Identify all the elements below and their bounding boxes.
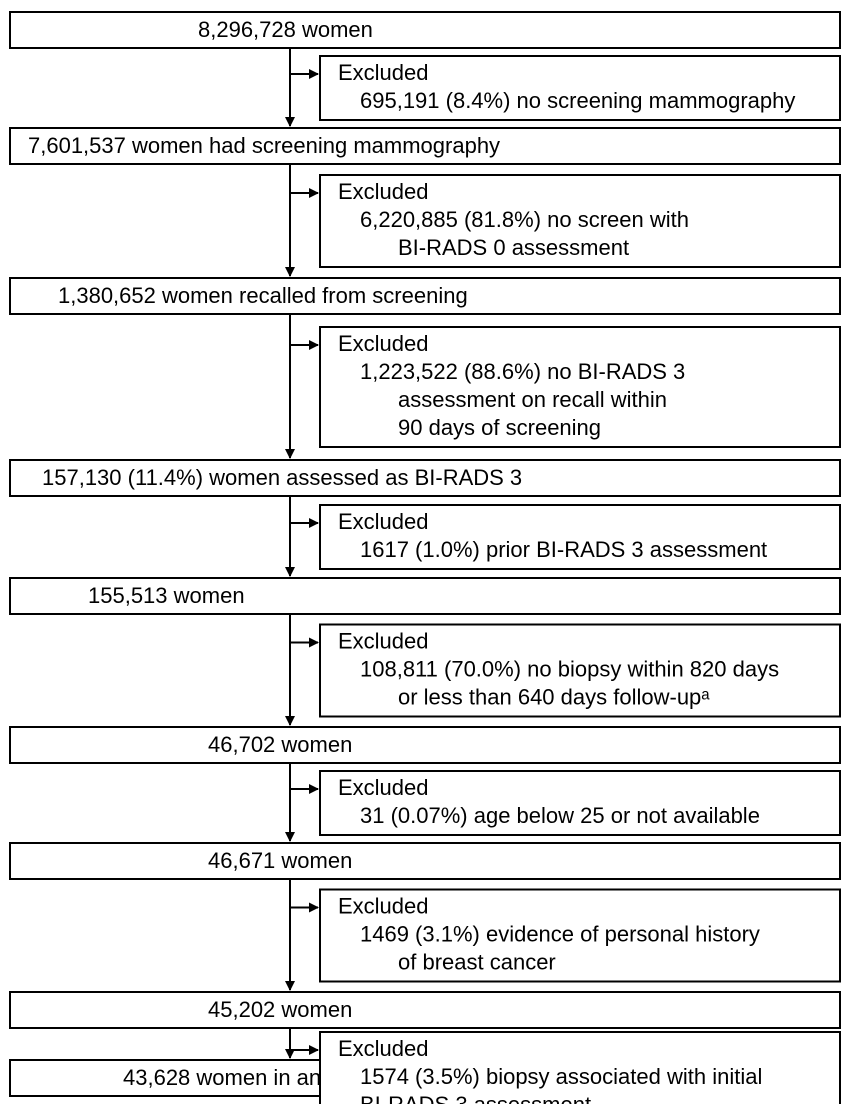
n4-label: 155,513 women bbox=[88, 583, 245, 608]
svg-text:157,130 (11.4%) women assessed: 157,130 (11.4%) women assessed as BI-RAD… bbox=[42, 465, 522, 490]
svg-text:BI-RADS 3 assessment: BI-RADS 3 assessment bbox=[360, 1092, 591, 1104]
n1-label: 7,601,537 women had screening mammograph… bbox=[28, 133, 500, 158]
n5 bbox=[10, 727, 840, 763]
svg-text:6,220,885 (81.8%) no screen wi: 6,220,885 (81.8%) no screen with bbox=[360, 207, 689, 232]
svg-text:BI-RADS 0 assessment: BI-RADS 0 assessment bbox=[398, 235, 629, 260]
svg-text:1,223,522 (88.6%) no BI-RADS 3: 1,223,522 (88.6%) no BI-RADS 3 bbox=[360, 359, 685, 384]
svg-text:assessment on recall within: assessment on recall within bbox=[398, 387, 667, 412]
svg-text:1617 (1.0%) prior BI-RADS 3 as: 1617 (1.0%) prior BI-RADS 3 assessment bbox=[360, 537, 767, 562]
n5-label: 46,702 women bbox=[208, 732, 352, 757]
n6 bbox=[10, 843, 840, 879]
svg-text:695,191 (8.4%) no screening ma: 695,191 (8.4%) no screening mammography bbox=[360, 88, 795, 113]
svg-text:7,601,537 women had screening: 7,601,537 women had screening mammograph… bbox=[28, 133, 500, 158]
svg-text:Excluded: Excluded bbox=[338, 628, 429, 653]
svg-text:Excluded: Excluded bbox=[338, 1036, 429, 1061]
svg-text:1574 (3.5%) biopsy associated: 1574 (3.5%) biopsy associated with initi… bbox=[360, 1064, 762, 1089]
svg-text:46,702 women: 46,702 women bbox=[208, 732, 352, 757]
svg-text:or less than 640 days follow-u: or less than 640 days follow-upᵃ bbox=[398, 684, 710, 709]
svg-text:108,811 (70.0%) no biopsy with: 108,811 (70.0%) no biopsy within 820 day… bbox=[360, 656, 779, 681]
svg-text:1,380,652 women recalled from: 1,380,652 women recalled from screening bbox=[58, 283, 468, 308]
svg-text:Excluded: Excluded bbox=[338, 509, 429, 534]
svg-text:8,296,728 women: 8,296,728 women bbox=[198, 17, 373, 42]
svg-text:1469 (3.1%) evidence of person: 1469 (3.1%) evidence of personal history bbox=[360, 921, 760, 946]
n2-label: 1,380,652 women recalled from screening bbox=[58, 283, 468, 308]
n7 bbox=[10, 992, 840, 1028]
svg-text:90 days of screening: 90 days of screening bbox=[398, 415, 601, 440]
n6-label: 46,671 women bbox=[208, 848, 352, 873]
svg-text:46,671 women: 46,671 women bbox=[208, 848, 352, 873]
svg-text:31 (0.07%) age below 25 or not: 31 (0.07%) age below 25 or not available bbox=[360, 803, 760, 828]
svg-text:155,513 women: 155,513 women bbox=[88, 583, 245, 608]
flowchart: 8,296,728 women 7,601,537 women had scree… bbox=[0, 0, 850, 1104]
svg-text:of breast cancer: of breast cancer bbox=[398, 949, 556, 974]
svg-text:Excluded: Excluded bbox=[338, 775, 429, 800]
n7-label: 45,202 women bbox=[208, 997, 352, 1022]
svg-text:Excluded: Excluded bbox=[338, 893, 429, 918]
svg-text:Excluded: Excluded bbox=[338, 60, 429, 85]
svg-text:Excluded: Excluded bbox=[338, 179, 429, 204]
n0-label: 8,296,728 women bbox=[198, 17, 373, 42]
svg-text:45,202 women: 45,202 women bbox=[208, 997, 352, 1022]
n3-label: 157,130 (11.4%) women assessed as BI-RAD… bbox=[42, 465, 522, 490]
svg-text:Excluded: Excluded bbox=[338, 331, 429, 356]
n0 bbox=[10, 12, 840, 48]
